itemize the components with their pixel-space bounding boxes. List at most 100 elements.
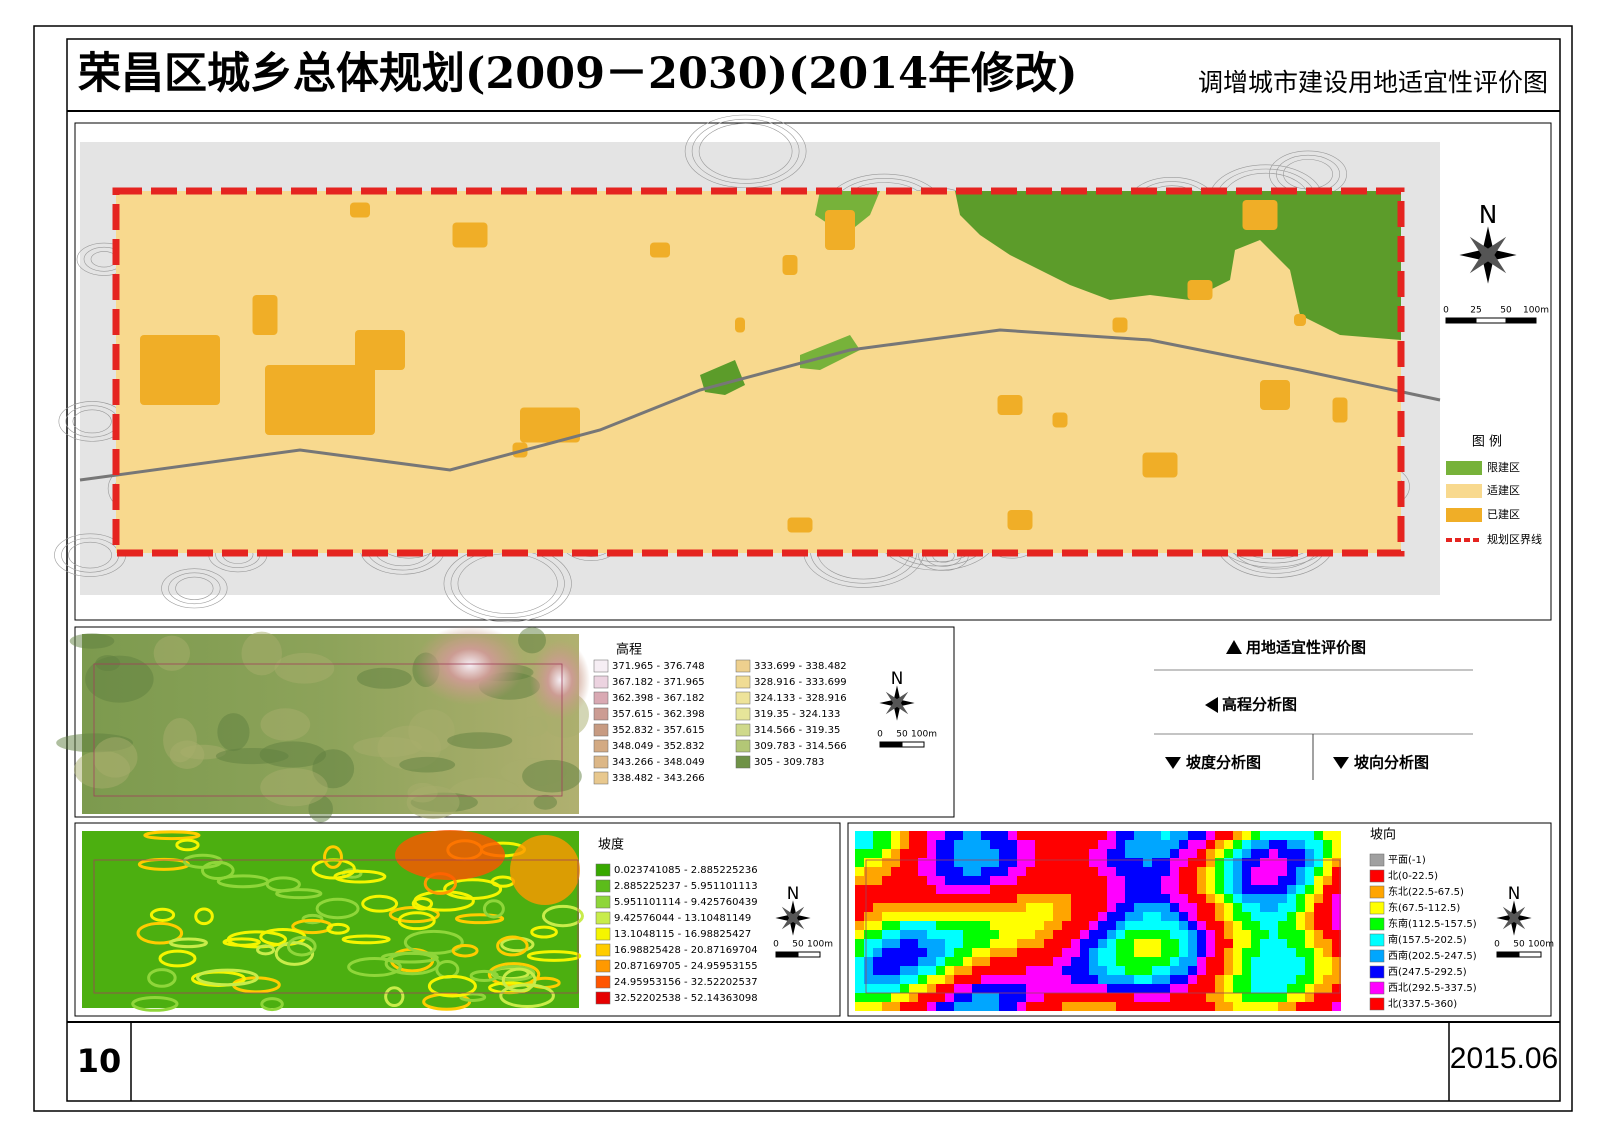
aspect-cell [909,903,918,912]
aspect-cell [1116,867,1125,876]
aspect-cell [1260,885,1269,894]
aspect-cell [1296,849,1305,858]
aspect-cell [1197,975,1206,984]
aspect-cell [1287,867,1296,876]
aspect-cell [1215,948,1224,957]
aspect-cell [936,930,945,939]
aspect-cell [1008,885,1017,894]
aspect-cell [1053,858,1062,867]
aspect-cell [1206,894,1215,903]
aspect-cell [1332,948,1341,957]
aspect-cell [936,885,945,894]
aspect-cell [1035,939,1044,948]
aspect-cell [882,939,891,948]
aspect-cell [1206,984,1215,993]
aspect-cell [1278,930,1287,939]
aspect-cell [1053,840,1062,849]
aspect-cell [963,912,972,921]
aspect-cell [1017,930,1026,939]
aspect-cell [1278,948,1287,957]
aspect-cell [1287,858,1296,867]
aspect-cell [954,894,963,903]
aspect-cell [891,912,900,921]
aspect-cell [1125,831,1134,840]
scale-label: 25 [1470,306,1481,316]
aspect-cell [1224,903,1233,912]
aspect-cell [954,840,963,849]
legend-title: 高程 [616,642,642,658]
nav-label[interactable]: 高程分析图 [1222,696,1297,714]
aspect-cell [918,831,927,840]
aspect-cell [1008,993,1017,1002]
relief [518,627,546,654]
aspect-cell [1269,921,1278,930]
aspect-cell [1089,831,1098,840]
aspect-cell [1269,966,1278,975]
aspect-cell [1107,948,1116,957]
slope-patch [510,835,580,905]
aspect-cell [1017,885,1026,894]
aspect-cell [1233,975,1242,984]
aspect-cell [954,885,963,894]
aspect-cell [1170,849,1179,858]
aspect-cell [1053,975,1062,984]
aspect-cell [1026,894,1035,903]
slope-patch [526,950,582,962]
nav-label[interactable]: 坡向分析图 [1354,754,1429,772]
aspect-cell [1134,993,1143,1002]
aspect-cell [1161,912,1170,921]
legend-swatch [1369,885,1385,899]
built-area [1294,314,1306,326]
aspect-cell [882,885,891,894]
aspect-cell [882,849,891,858]
aspect-cell [1260,966,1269,975]
relief [153,635,191,671]
aspect-cell [1017,1002,1026,1011]
aspect-cell [909,840,918,849]
nav-label[interactable]: 坡度分析图 [1186,754,1261,772]
aspect-cell [1017,858,1026,867]
aspect-cell [1305,930,1314,939]
legend-label: 20.87169705 - 24.95953155 [614,961,758,972]
aspect-cell [1134,903,1143,912]
aspect-cell [1035,858,1044,867]
aspect-cell [1215,840,1224,849]
scale-bar [775,951,799,958]
aspect-cell [1035,975,1044,984]
aspect-cell [1278,867,1287,876]
aspect-cell [1251,957,1260,966]
aspect-cell [1062,957,1071,966]
aspect-cell [972,849,981,858]
aspect-cell [891,885,900,894]
aspect-cell [864,921,873,930]
aspect-cell [882,966,891,975]
aspect-cell [1152,1002,1161,1011]
legend-label: 东南(112.5-157.5) [1388,917,1477,930]
aspect-cell [1062,840,1071,849]
built-area [787,517,813,533]
aspect-cell [1251,840,1260,849]
aspect-cell [1161,1002,1170,1011]
aspect-cell [1044,993,1053,1002]
slope-patch [499,983,555,1009]
nav-label[interactable]: 用地适宜性评价图 [1246,639,1366,657]
aspect-cell [1197,885,1206,894]
aspect-cell [909,966,918,975]
legend-swatch [735,739,751,753]
aspect-cell [1215,876,1224,885]
aspect-cell [1305,948,1314,957]
aspect-cell [999,921,1008,930]
aspect-cell [1089,903,1098,912]
aspect-cell [882,930,891,939]
aspect-cell [873,876,882,885]
aspect-cell [1323,831,1332,840]
scale-label: 50 [1513,940,1525,950]
aspect-cell [1143,984,1152,993]
aspect-cell [1008,957,1017,966]
relief [260,768,328,807]
aspect-cell [972,912,981,921]
aspect-cell [855,876,864,885]
aspect-cell [1107,930,1116,939]
aspect-cell [990,858,999,867]
aspect-cell [1215,894,1224,903]
